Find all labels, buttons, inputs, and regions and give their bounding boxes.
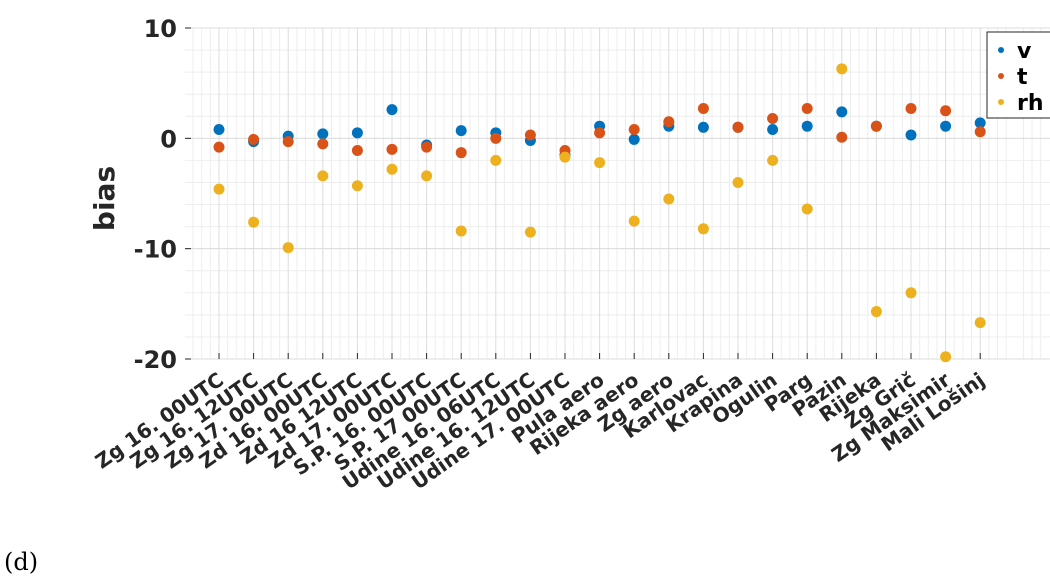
data-point-v xyxy=(697,121,709,133)
data-points xyxy=(213,63,986,363)
data-point-t xyxy=(594,127,606,139)
data-point-rh xyxy=(836,63,848,75)
major-grid xyxy=(185,27,1050,360)
data-point-t xyxy=(697,103,709,115)
data-point-t xyxy=(663,116,675,128)
data-point-t xyxy=(801,103,813,115)
data-point-v xyxy=(836,106,848,118)
data-point-v xyxy=(386,104,398,116)
data-point-rh xyxy=(421,170,433,182)
data-point-rh xyxy=(248,216,260,228)
data-point-t xyxy=(351,144,363,156)
data-point-v xyxy=(317,128,329,140)
data-point-v xyxy=(974,117,986,129)
data-point-rh xyxy=(282,242,294,254)
data-point-t xyxy=(524,129,536,141)
legend-marker-v xyxy=(998,47,1004,53)
legend-label-v: v xyxy=(1017,39,1032,64)
data-point-rh xyxy=(351,180,363,192)
legend-marker-t xyxy=(998,73,1004,79)
y-tick-label: -10 xyxy=(134,236,177,264)
data-point-rh xyxy=(732,176,744,188)
data-point-rh xyxy=(870,306,882,318)
data-point-v xyxy=(801,120,813,132)
data-point-t xyxy=(870,120,882,132)
data-point-t xyxy=(490,132,502,144)
data-point-t xyxy=(974,126,986,138)
data-point-rh xyxy=(490,154,502,166)
data-point-rh xyxy=(974,317,986,329)
data-point-t xyxy=(317,138,329,150)
data-point-rh xyxy=(801,203,813,215)
y-tick-label: 10 xyxy=(144,15,177,43)
data-point-rh xyxy=(455,225,467,237)
data-point-t xyxy=(248,133,260,145)
data-point-t xyxy=(386,143,398,155)
data-point-rh xyxy=(767,154,779,166)
data-point-t xyxy=(421,141,433,153)
data-point-rh xyxy=(213,183,225,195)
data-point-t xyxy=(905,103,917,115)
data-point-t xyxy=(213,141,225,153)
data-point-rh xyxy=(386,163,398,175)
data-point-t xyxy=(836,131,848,143)
data-point-v xyxy=(213,124,225,136)
data-point-v xyxy=(940,120,952,132)
y-axis-label: bias xyxy=(88,166,121,231)
data-point-rh xyxy=(559,151,571,163)
legend-marker-rh xyxy=(998,99,1004,105)
minor-grid xyxy=(185,27,1050,360)
data-point-rh xyxy=(317,170,329,182)
data-point-t xyxy=(732,121,744,133)
data-point-v xyxy=(767,124,779,136)
data-point-t xyxy=(767,112,779,124)
legend-label-t: t xyxy=(1017,65,1028,90)
data-point-t xyxy=(455,147,467,159)
y-tick-label: 0 xyxy=(160,125,177,153)
data-point-rh xyxy=(524,226,536,238)
legend-box xyxy=(986,31,1050,119)
panel-label: (d) xyxy=(4,548,39,576)
data-point-rh xyxy=(663,193,675,205)
data-point-v xyxy=(905,129,917,141)
data-point-rh xyxy=(628,215,640,227)
legend-label-rh: rh xyxy=(1017,91,1044,116)
data-point-t xyxy=(628,124,640,136)
y-tick-label: -20 xyxy=(134,346,177,374)
y-axis-ticks: -20 -10 0 10 xyxy=(134,15,191,374)
data-point-rh xyxy=(594,157,606,169)
data-point-t xyxy=(940,105,952,117)
data-point-t xyxy=(282,136,294,148)
data-point-rh xyxy=(905,287,917,299)
data-point-v xyxy=(628,133,640,145)
data-point-rh xyxy=(697,223,709,235)
data-point-v xyxy=(455,125,467,137)
data-point-rh xyxy=(940,351,952,363)
data-point-v xyxy=(351,127,363,139)
